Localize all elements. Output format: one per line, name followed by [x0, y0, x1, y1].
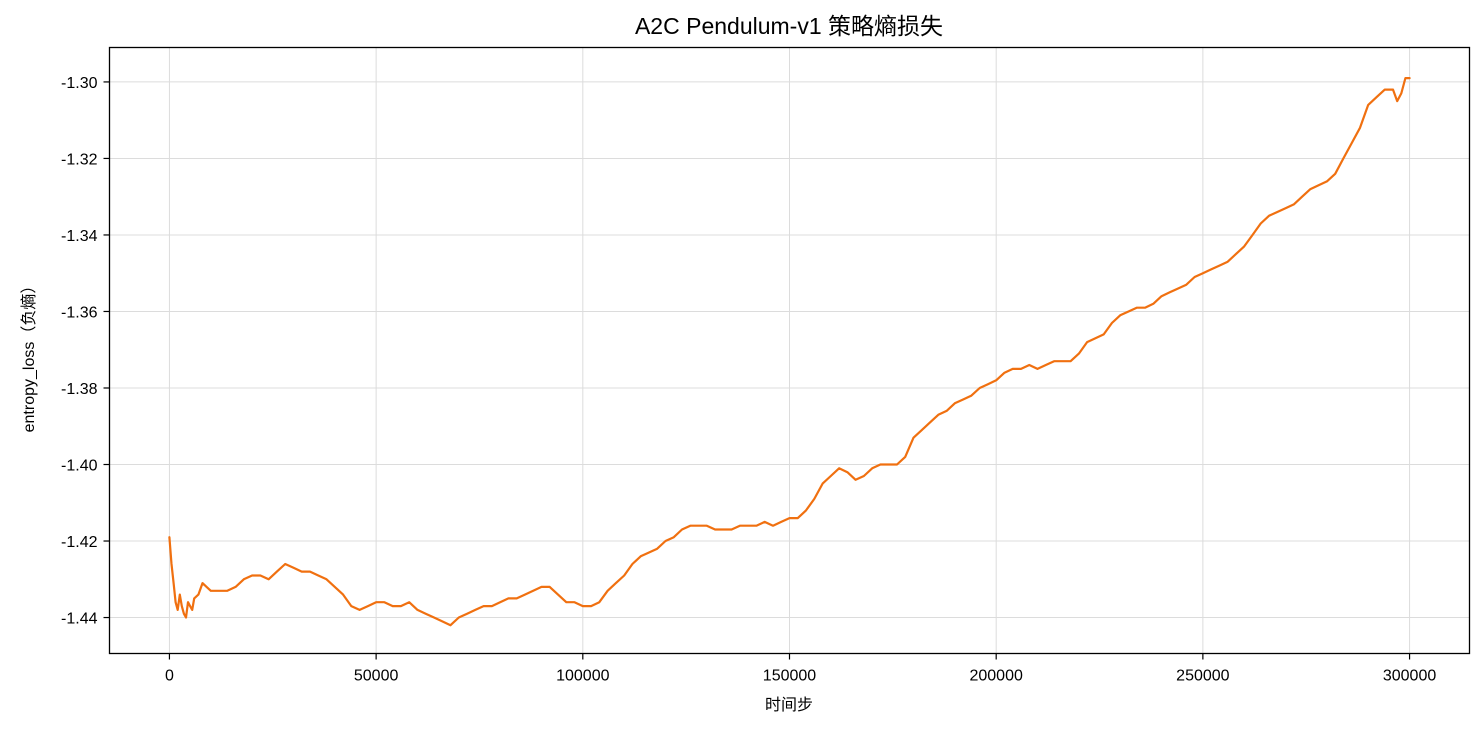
y-tick-label: -1.40	[61, 458, 98, 475]
y-tick-label: -1.34	[61, 228, 98, 245]
x-tick-label: 50000	[354, 668, 399, 685]
y-tick-label: -1.38	[61, 381, 98, 398]
y-tick-label: -1.44	[61, 611, 98, 628]
series-line	[168, 76, 1411, 627]
chart-title: A2C Pendulum-v1 策略熵损失	[635, 13, 943, 39]
y-tick-label: -1.36	[61, 304, 98, 321]
y-tick-label: -1.30	[61, 75, 98, 92]
series-layer	[168, 76, 1411, 627]
x-tick-label: 0	[165, 668, 174, 685]
x-tick-label: 250000	[1176, 668, 1229, 685]
y-axis: -1.44 -1.42 -1.40 -1.38 -1.36 -1.34 -1.32 -1.30	[61, 75, 110, 628]
grid	[109, 47, 1470, 654]
x-tick-label: 100000	[556, 668, 609, 685]
y-tick-label: -1.42	[61, 534, 98, 551]
x-tick-label: 150000	[763, 668, 816, 685]
x-axis: 0 50000 100000 150000 200000 250000 300000	[165, 653, 1436, 685]
x-tick-label: 300000	[1383, 668, 1436, 685]
x-axis-title: 时间步	[765, 696, 813, 714]
y-tick-label: -1.32	[61, 151, 98, 168]
y-axis-title: entropy_loss（负熵）	[20, 278, 38, 433]
x-tick-label: 200000	[969, 668, 1022, 685]
